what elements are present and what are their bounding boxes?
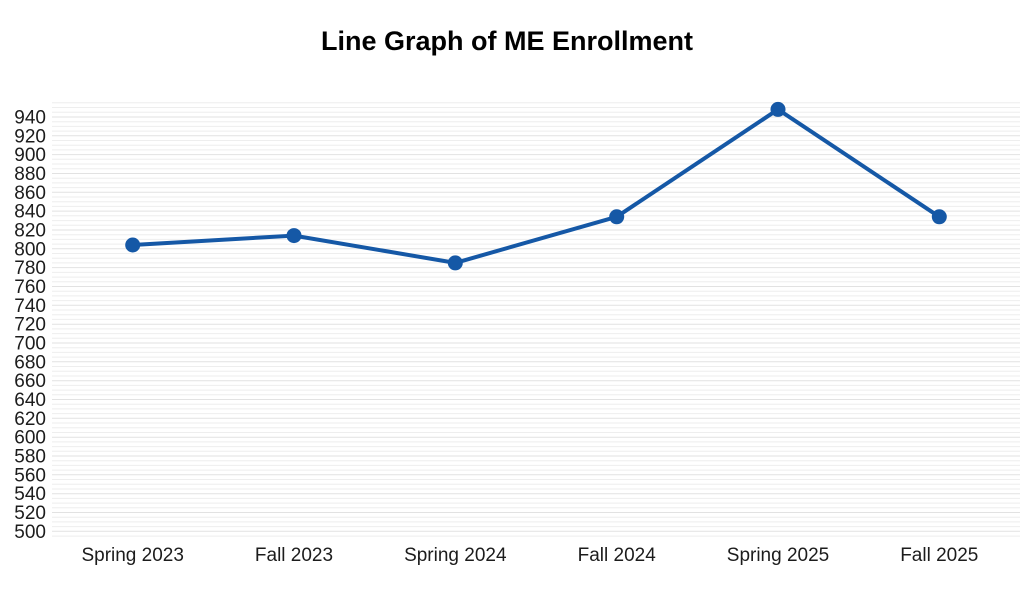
data-point [286,228,302,244]
y-tick-label: 520 [14,503,46,524]
y-tick-label: 880 [14,164,46,185]
y-tick-label: 780 [14,258,46,279]
enrollment-series [125,101,947,271]
y-tick-label: 640 [14,390,46,411]
y-tick-label: 580 [14,447,46,468]
y-tick-label: 820 [14,221,46,242]
data-point [447,255,463,271]
y-tick-label: 920 [14,126,46,147]
chart-title: Line Graph of ME Enrollment [321,26,693,56]
x-tick-label: Fall 2025 [900,545,978,566]
x-tick-label: Spring 2025 [727,545,829,566]
y-tick-label: 800 [14,239,46,260]
y-tick-label: 660 [14,371,46,392]
y-tick-label: 500 [14,522,46,543]
data-point [125,237,141,253]
y-tick-label: 540 [14,484,46,505]
y-tick-label: 900 [14,145,46,166]
y-tick-label: 600 [14,428,46,449]
y-tick-label: 700 [14,334,46,355]
y-axis-labels: 5005205405605806006206406606807007207407… [14,108,46,543]
y-tick-label: 840 [14,202,46,223]
y-tick-label: 680 [14,352,46,373]
y-tick-label: 940 [14,108,46,129]
x-axis-labels: Spring 2023 Fall 2023 Spring 2024 Fall 2024… [81,545,978,566]
y-tick-label: 720 [14,315,46,336]
gridlines [52,102,1020,537]
x-tick-label: Spring 2023 [81,545,183,566]
y-tick-label: 620 [14,409,46,430]
x-tick-label: Fall 2023 [255,545,333,566]
x-tick-label: Fall 2024 [578,545,657,566]
data-point [609,209,625,225]
data-point [931,209,947,225]
y-tick-label: 740 [14,296,46,317]
y-tick-label: 860 [14,183,46,204]
series-line [130,107,942,265]
x-tick-label: Spring 2024 [404,545,507,566]
data-point [770,101,786,117]
y-tick-label: 560 [14,465,46,486]
y-tick-label: 760 [14,277,46,298]
